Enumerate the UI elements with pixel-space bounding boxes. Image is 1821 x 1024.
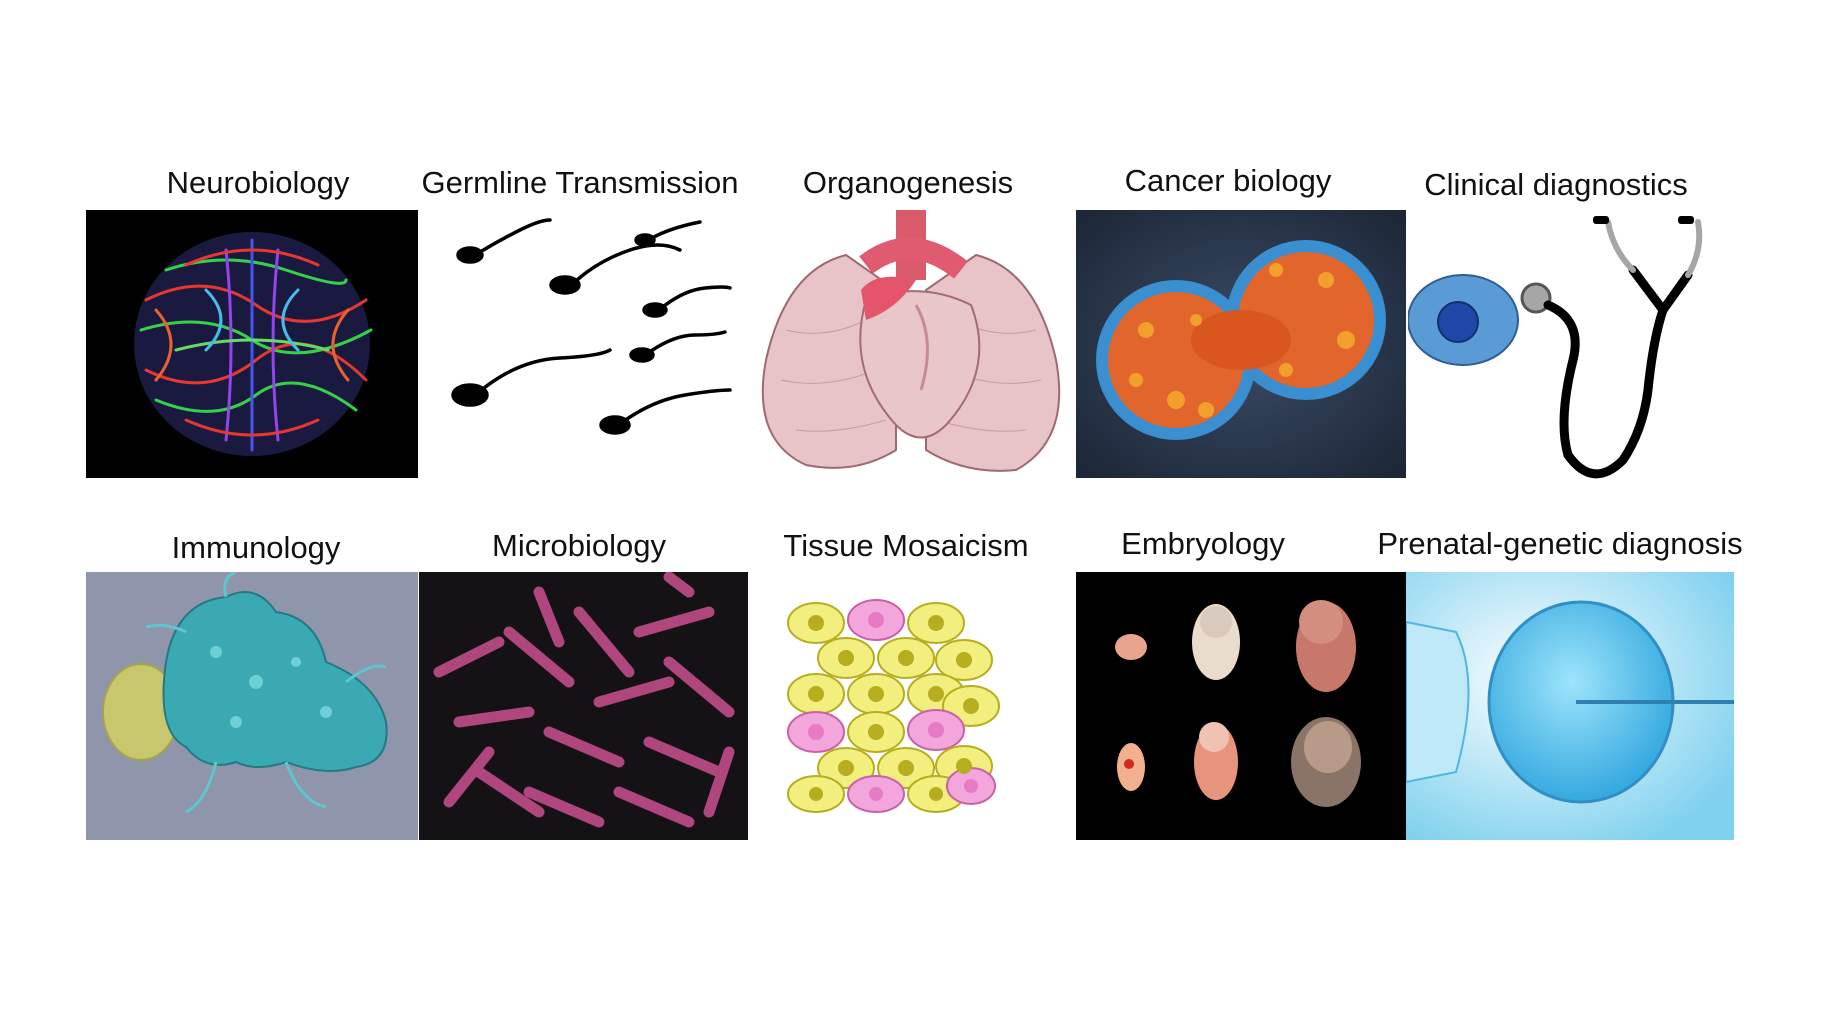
label-embryology: Embryology: [1121, 526, 1285, 561]
label-germline-transmission: Germline Transmission: [421, 165, 739, 200]
label-organogenesis: Organogenesis: [802, 165, 1014, 200]
brain-tractography-icon: [86, 210, 418, 478]
label-clinical-diagnostics: Clinical diagnostics: [1424, 167, 1688, 202]
dividing-cancer-cell-icon: [1076, 210, 1406, 478]
label-tissue-mosaicism: Tissue Mosaicism: [783, 528, 1029, 563]
label-neurobiology: Neurobiology: [166, 165, 350, 200]
embryos-icon: [1076, 572, 1406, 840]
immune-cell-icon: [86, 572, 418, 840]
label-immunology: Immunology: [171, 530, 341, 565]
stethoscope-icon: [1408, 210, 1708, 490]
label-prenatal-genetic-diagnosis: Prenatal-genetic diagnosis: [1377, 526, 1743, 561]
label-cancer-biology: Cancer biology: [1124, 163, 1332, 198]
label-microbiology: Microbiology: [491, 528, 667, 563]
sperm-cells-icon: [440, 210, 740, 478]
oocyte-injection-icon: [1406, 572, 1734, 840]
mosaic-cells-icon: [786, 598, 1004, 814]
bacteria-icon: [419, 572, 748, 840]
heart-lungs-icon: [746, 210, 1076, 478]
